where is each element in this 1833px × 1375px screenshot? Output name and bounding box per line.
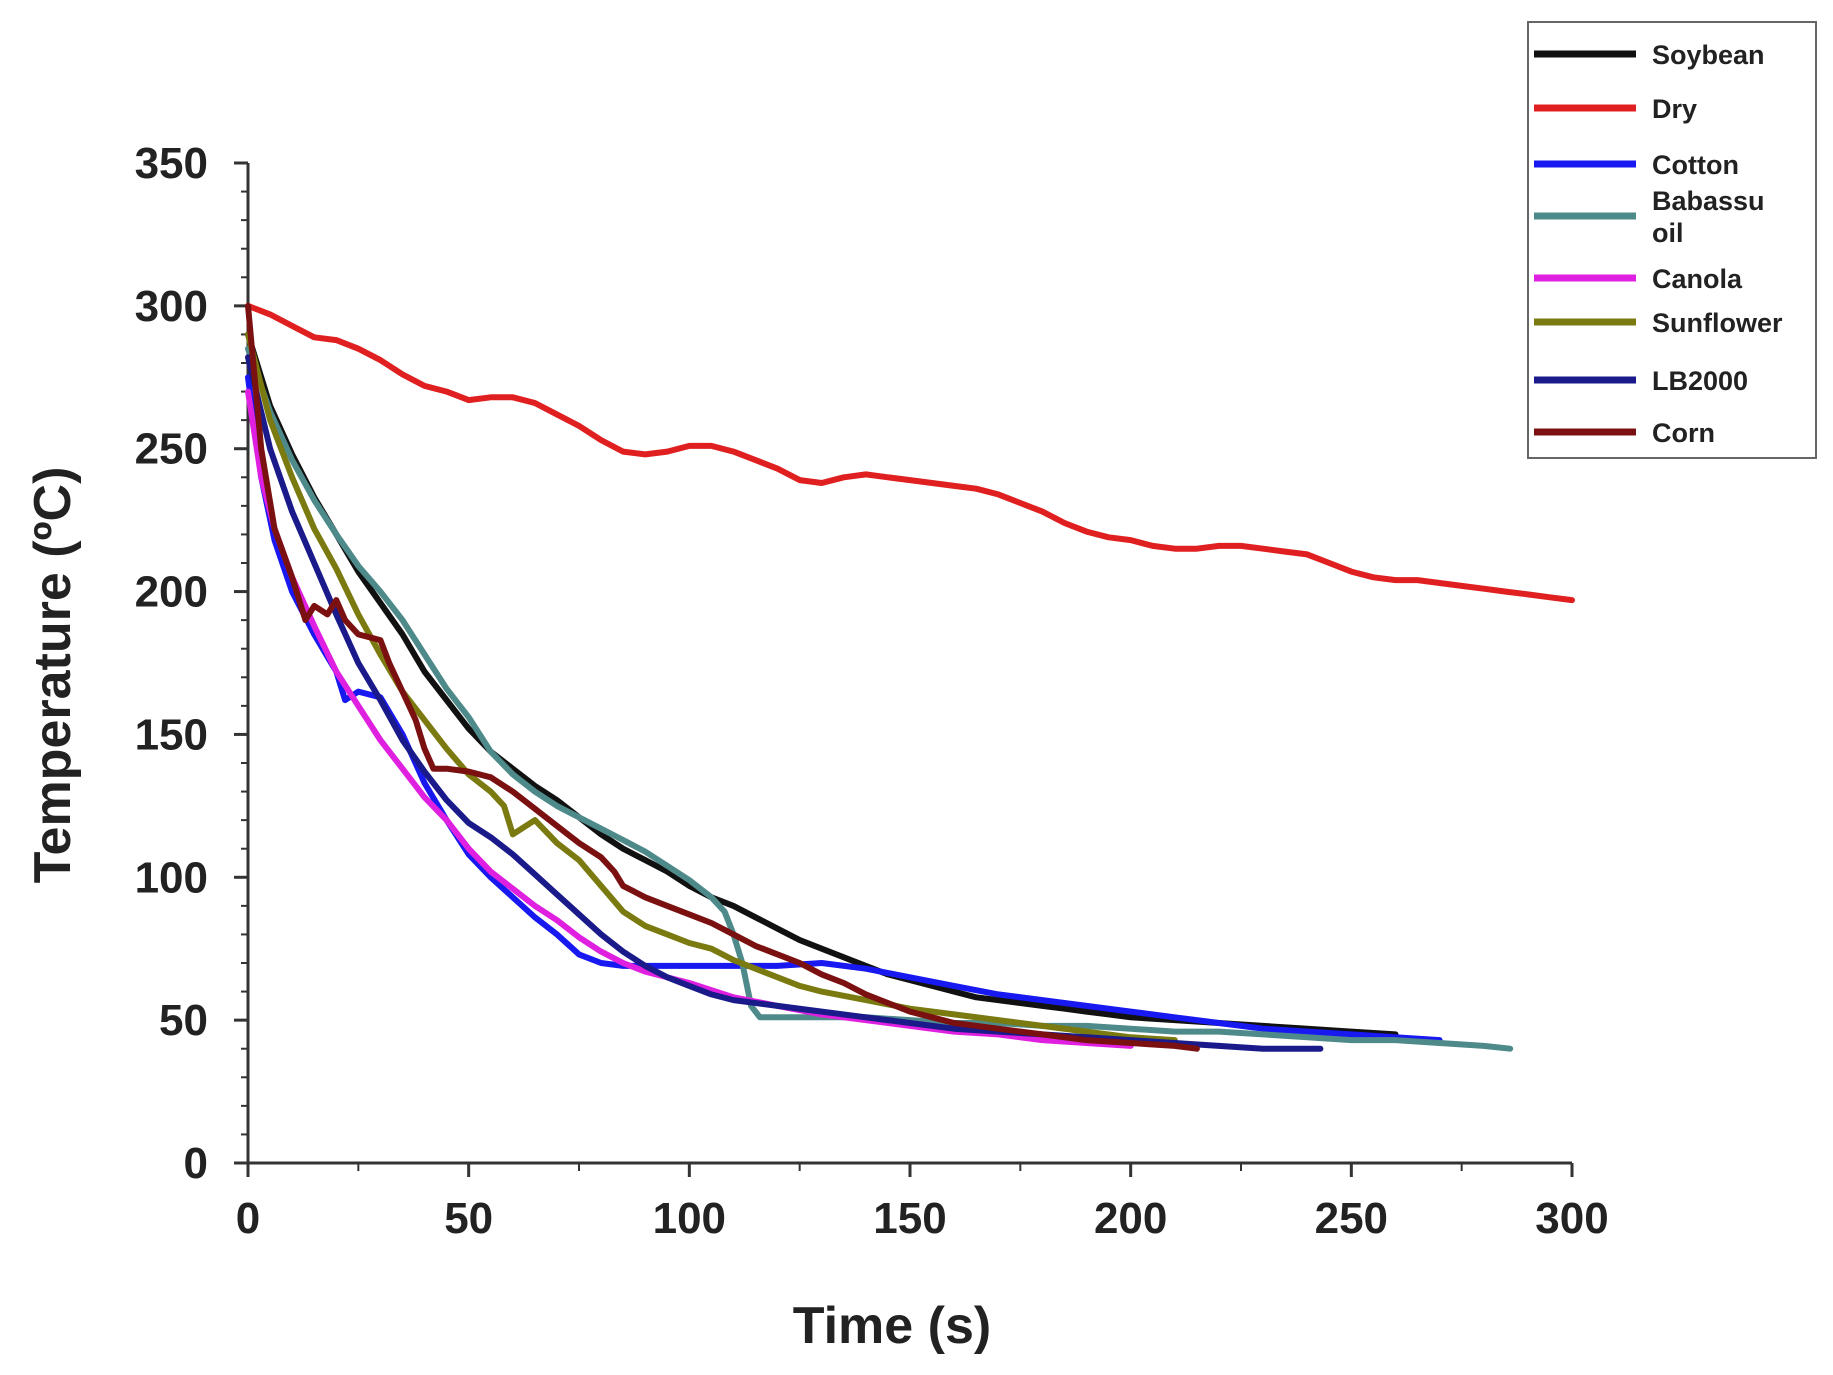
x-axis-title: Time (s) xyxy=(793,1297,991,1355)
x-tick-label: 200 xyxy=(1094,1194,1167,1243)
series-layer xyxy=(245,302,1575,1052)
y-tick-label: 200 xyxy=(135,568,208,617)
series-line-babassu-oil xyxy=(245,345,1514,1052)
legend-label-sunflower: Sunflower xyxy=(1652,308,1783,338)
legend-box xyxy=(1527,21,1817,459)
y-tick-label: 100 xyxy=(135,853,208,902)
y-tick-label: 0 xyxy=(184,1139,208,1188)
y-tick-label: 150 xyxy=(135,710,208,759)
y-tick-label: 300 xyxy=(135,282,208,331)
x-tick-label: 100 xyxy=(653,1194,726,1243)
x-tick-label: 300 xyxy=(1535,1194,1608,1243)
legend-label-lb2000: LB2000 xyxy=(1652,366,1748,396)
legend-label-canola: Canola xyxy=(1652,264,1743,294)
x-tick-label: 50 xyxy=(444,1194,493,1243)
series-line-soybean xyxy=(245,331,1399,1038)
x-axis: 0 50 100 150 200 250 300 xyxy=(236,1161,1609,1243)
y-tick-label: 350 xyxy=(135,139,208,188)
series-line-dry xyxy=(245,302,1575,604)
legend-label-cotton: Cotton xyxy=(1652,150,1739,180)
y-tick-label: 250 xyxy=(135,425,208,474)
y-tick-label: 50 xyxy=(159,996,208,1045)
x-tick-label: 0 xyxy=(236,1194,260,1243)
series-line-sunflower xyxy=(245,331,1178,1044)
legend: Soybean Dry Cotton Babassu oil Canola Sunflowe… xyxy=(1527,21,1817,459)
x-tick-label: 250 xyxy=(1315,1194,1388,1243)
legend-label-babassu-oil: Babassu oil xyxy=(1652,186,1765,248)
legend-label-dry: Dry xyxy=(1652,94,1697,124)
legend-label-corn: Corn xyxy=(1652,418,1715,448)
series-line-corn xyxy=(245,302,1200,1052)
x-tick-label: 150 xyxy=(873,1194,946,1243)
y-axis-title: Temperature (ºC) xyxy=(24,467,82,884)
legend-label-soybean: Soybean xyxy=(1652,40,1765,70)
